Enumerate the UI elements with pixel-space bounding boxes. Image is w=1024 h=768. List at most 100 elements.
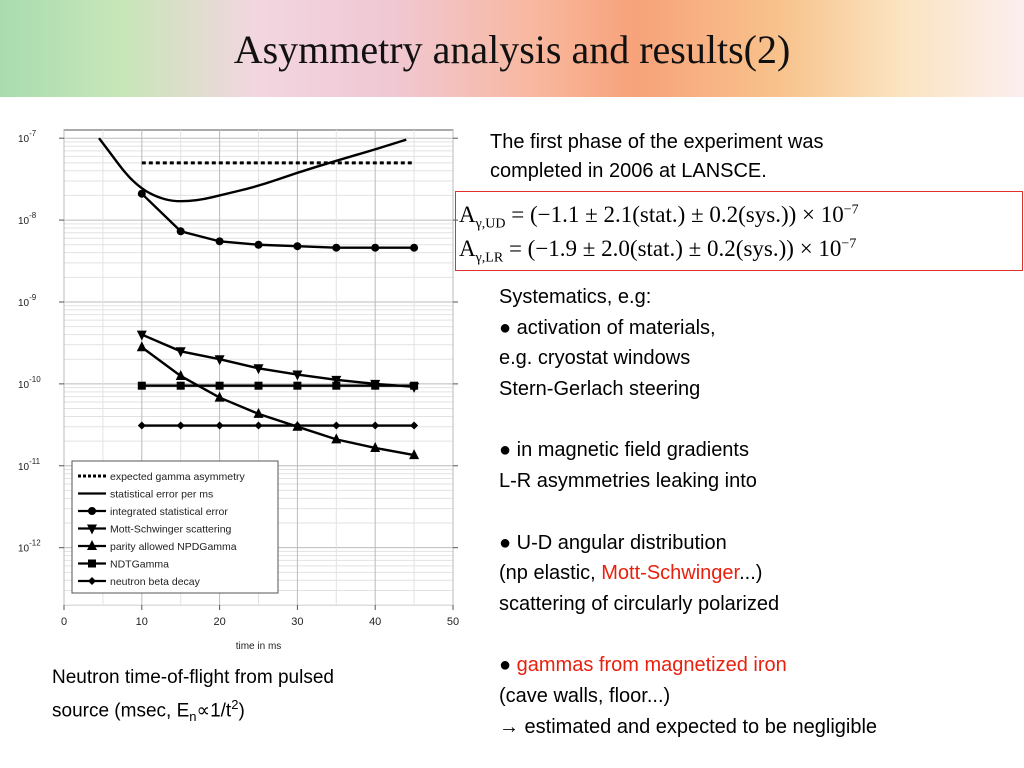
x-axis-label: time in ms [236,641,282,652]
result-ud-expr: = (−1.1 ± 2.1(stat.) ± 0.2(sys.)) × 10 [505,202,844,227]
result-ud: Aγ,UD = (−1.1 ± 2.1(stat.) ± 0.2(sys.)) … [459,202,859,233]
data-point-triangle-down [87,524,97,535]
np-elastic-a: (np elastic, [499,562,602,585]
legend-label: NDTGamma [110,559,169,571]
legend-label: integrated statistical error [110,506,228,518]
slide-title: Asymmetry analysis and results(2) [233,27,791,72]
data-point-triangle-up [175,369,186,380]
data-point-triangle-down [253,364,264,375]
result-lr-sub: γ,LR [475,250,504,266]
data-point-square [371,381,380,390]
data-point-diamond [88,577,96,585]
systematics-item-gradients: ● in magnetic field gradients [499,439,749,462]
legend-label: Mott-Schwinger scattering [110,524,232,536]
data-point-circle [88,507,96,515]
y-tick-label: 10-11 [18,457,41,473]
data-point-triangle-up [136,341,147,352]
data-point-circle [137,189,146,198]
data-point-triangle-up [87,540,97,550]
data-point-circle [410,243,419,252]
data-point-square [410,381,419,390]
data-point-square [332,381,341,390]
title-banner [0,0,1024,97]
systematics-line-cryostat: e.g. cryostat windows [499,347,691,370]
result-ud-label: A [459,202,476,227]
caption-sup: 2 [231,697,239,712]
legend-label: neutron beta decay [110,576,201,588]
systematics-line-np-elastic: (np elastic, Mott-Schwinger...) [499,558,877,589]
intro-text: The first phase of the experiment was co… [490,128,1010,186]
results-box: Aγ,UD = (−1.1 ± 2.1(stat.) ± 0.2(sys.)) … [455,191,1023,271]
result-ud-exp: −7 [843,202,859,218]
systematics-line-stern-gerlach: Stern-Gerlach steering [499,378,701,401]
caption-line-2-a: source (msec, E [52,700,190,722]
x-tick-label: 20 [213,616,225,628]
data-point-diamond [371,421,380,430]
data-point-triangle-down [292,370,303,381]
data-point-diamond [176,421,185,430]
x-tick-label: 10 [136,616,148,628]
series-line-4 [141,346,415,457]
data-point-triangle-up [409,449,420,460]
intro-line-1: The first phase of the experiment was [490,131,824,153]
data-point-triangle-up [331,433,342,444]
data-point-diamond [137,421,146,430]
systematics-item-ud-angular: ● U-D angular distribution [499,531,727,554]
data-point-diamond [254,421,263,430]
result-ud-sub: γ,UD [475,216,506,232]
legend-box [71,460,279,594]
data-point-square [137,381,146,390]
data-point-square [176,381,185,390]
mott-schwinger-highlight: Mott-Schwinger [601,562,740,585]
result-lr-label: A [459,236,476,261]
result-lr-exp: −7 [841,236,857,252]
caption-sub: n [189,709,197,725]
systematics-item-magnetized-iron: ● gammas from magnetized iron [499,650,877,681]
data-point-triangle-up [370,441,381,452]
data-point-triangle-down [136,330,147,341]
spacer [499,620,877,651]
x-tick-label: 30 [291,616,303,628]
systematics-line-circular: scattering of circularly polarized [499,592,780,615]
data-point-square [215,381,224,390]
data-point-circle [215,237,224,246]
y-tick-label: 10-9 [18,293,37,309]
data-point-triangle-down [175,347,186,358]
data-point-triangle-up [253,407,264,418]
data-point-circle [371,243,380,252]
y-tick-label: 10-12 [18,539,41,555]
data-point-circle [176,227,185,236]
x-tick-label: 0 [61,616,67,628]
caption-line-2-c: ) [238,700,245,722]
spacer [499,405,877,436]
data-point-triangle-down [331,375,342,386]
np-elastic-c: ...) [739,562,763,585]
caption-line-2: source (msec, En∝1/t2) [52,691,334,730]
systematics-line-cave: (cave walls, floor...) [499,684,671,707]
magnetized-iron-highlight: gammas from magnetized iron [516,654,787,677]
systematics-list: Systematics, e.g: ● activation of materi… [499,282,877,742]
series-line-2 [140,192,415,249]
caption-line-2-b: ∝1/t [196,700,232,722]
spacer [499,497,877,528]
data-point-diamond [332,421,341,430]
series-line-3 [141,333,415,389]
caption-line-1: Neutron time-of-flight from pulsed [52,667,334,688]
data-point-square [88,559,96,568]
systematics-line-lr-leak: L-R asymmetries leaking into [499,470,757,493]
data-point-diamond [410,421,419,430]
systematics-line-negligible: → estimated and expected to be negligibl… [499,715,878,738]
data-point-triangle-down [214,355,225,366]
bullet: ● [499,654,517,677]
x-tick-label: 40 [369,616,381,628]
series-line-1 [98,137,407,203]
y-tick-label: 10-7 [18,129,37,145]
y-tick-label: 10-10 [18,375,41,391]
chart-container: 10-7 10-8 10-9 10-10 10-11 10-12 0 10 20 30 40 50 ti… [0,115,470,660]
legend-label: expected gamma asymmetry [110,471,246,483]
data-point-diamond [215,421,224,430]
data-point-diamond [293,421,302,430]
legend-label: statistical error per ms [110,489,213,501]
y-tick-label: 10-8 [18,211,37,227]
data-point-circle [332,243,341,252]
